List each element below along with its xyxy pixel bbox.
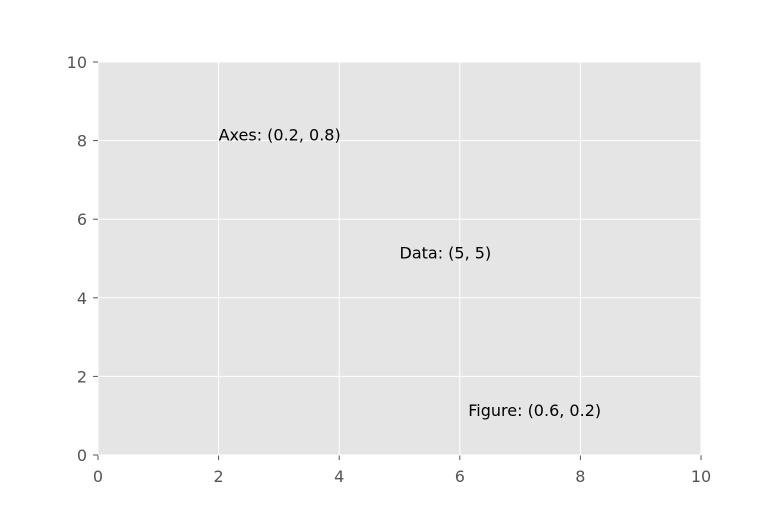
y-tick-label: 6: [77, 210, 87, 229]
x-tick-label: 8: [575, 467, 585, 486]
y-tick-label: 2: [77, 367, 87, 386]
x-tick-label: 2: [214, 467, 224, 486]
y-tick-label: 10: [67, 53, 87, 72]
x-tick-label: 0: [93, 467, 103, 486]
y-tick-label: 8: [77, 132, 87, 151]
annotation: Figure: (0.6, 0.2): [468, 401, 601, 420]
annotation: Data: (5, 5): [400, 244, 492, 263]
x-tick-label: 10: [691, 467, 711, 486]
plot-area: [98, 62, 701, 455]
annotation: Axes: (0.2, 0.8): [219, 126, 341, 145]
x-tick-label: 4: [334, 467, 344, 486]
y-tick-label: 4: [77, 289, 87, 308]
y-tick-label: 0: [77, 446, 87, 465]
x-tick-label: 6: [455, 467, 465, 486]
